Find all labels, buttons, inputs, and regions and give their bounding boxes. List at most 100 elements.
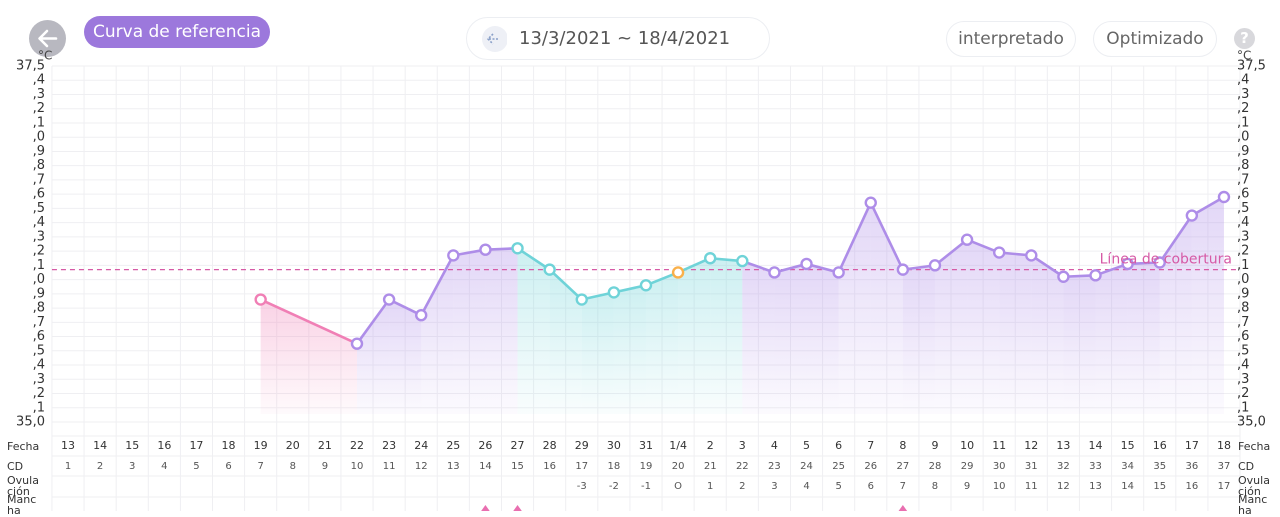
unit-label: °C <box>1237 49 1251 63</box>
area <box>1159 215 1192 414</box>
y-tick-label-right: ,4 <box>1237 358 1249 373</box>
data-point <box>1057 270 1070 283</box>
y-tick-label: ,3 <box>33 372 45 387</box>
ovulation-label: 11 <box>1025 481 1038 492</box>
date-label: 13 <box>61 439 75 452</box>
range-icon <box>482 26 507 52</box>
back-icon <box>38 29 58 48</box>
ovulation-label: 9 <box>964 481 970 492</box>
date-label: 2 <box>707 439 714 452</box>
date-label: 12 <box>1024 439 1038 452</box>
data-point <box>960 233 974 246</box>
date-label: 29 <box>575 439 589 452</box>
area <box>581 292 614 414</box>
y-tick-label: ,5 <box>33 201 45 216</box>
date-label: 8 <box>899 439 906 452</box>
date-label: 16 <box>157 439 171 452</box>
data-point <box>607 286 621 299</box>
area <box>421 255 454 414</box>
date-label: 27 <box>511 439 525 452</box>
area <box>710 258 743 414</box>
area <box>645 272 679 414</box>
area <box>967 239 1000 414</box>
data-point <box>864 196 877 209</box>
y-tick-label: ,8 <box>33 158 45 173</box>
y-tick-label-right: ,1 <box>1237 400 1249 415</box>
date-label: 24 <box>414 439 428 452</box>
cd-label: 11 <box>383 461 396 472</box>
y-tick-label: ,1 <box>33 258 45 273</box>
ovulation-label: 6 <box>868 481 874 492</box>
y-tick-label-right: ,4 <box>1237 73 1249 88</box>
area <box>485 248 518 414</box>
cd-label: 16 <box>543 461 556 472</box>
data-point <box>896 263 910 276</box>
y-tick-label-right: ,5 <box>1237 343 1249 358</box>
y-tick-label-right: ,2 <box>1237 101 1249 116</box>
cd-label: 2 <box>97 461 103 472</box>
line-segment <box>355 298 391 345</box>
y-tick-label-right: ,2 <box>1237 244 1249 259</box>
cd-label: 8 <box>290 461 296 472</box>
ovulation-label: 3 <box>771 481 777 492</box>
cd-label: 22 <box>736 461 749 472</box>
ovulation-label: 16 <box>1185 481 1198 492</box>
back-button[interactable] <box>29 20 66 57</box>
date-label: 21 <box>318 439 332 452</box>
ovulation-label: 17 <box>1218 481 1231 492</box>
area <box>613 285 646 414</box>
date-label: 18 <box>222 439 236 452</box>
area <box>549 269 582 414</box>
data-point <box>704 252 717 265</box>
cd-label: 1 <box>65 461 71 472</box>
y-tick-label-right: 37,5 <box>1237 59 1266 74</box>
spotting-mark <box>898 505 908 511</box>
date-range[interactable]: 13/3/2021 ~ 18/4/2021 <box>466 17 770 60</box>
interpreted-button[interactable]: interpretado <box>946 21 1076 57</box>
line-segment <box>869 201 905 271</box>
cd-label: 33 <box>1089 461 1102 472</box>
y-tick-label: ,2 <box>33 386 45 401</box>
data-point <box>1121 257 1134 271</box>
y-tick-label: ,6 <box>33 329 45 344</box>
line-segment <box>548 268 584 301</box>
data-point <box>832 266 845 279</box>
y-tick-label: ,9 <box>33 144 45 159</box>
area <box>774 263 807 414</box>
y-tick-label: ,1 <box>33 400 45 415</box>
ovulation-label: 2 <box>739 481 745 492</box>
y-tick-label: ,9 <box>33 286 45 301</box>
cd-label: 29 <box>961 461 974 472</box>
line-segment <box>516 246 551 271</box>
y-tick-label: ,3 <box>33 87 45 102</box>
y-tick-label-right: ,9 <box>1237 286 1249 301</box>
line-segment <box>933 238 969 267</box>
cd-label: 13 <box>447 461 460 472</box>
area <box>934 239 968 414</box>
ovulation-label: 15 <box>1153 481 1166 492</box>
title-pill[interactable]: Curva de referencia <box>84 16 271 48</box>
y-tick-label: ,0 <box>33 130 45 145</box>
cd-label: 4 <box>161 461 167 472</box>
help-button[interactable]: ? <box>1234 28 1255 49</box>
ovulation-label: 10 <box>993 481 1006 492</box>
cd-label: 12 <box>415 461 428 472</box>
ovulation-label: 14 <box>1121 481 1134 492</box>
cd-label: 15 <box>511 461 524 472</box>
y-tick-label-right: ,6 <box>1237 187 1249 202</box>
date-label: 5 <box>803 439 810 452</box>
date-label: 31 <box>639 439 653 452</box>
row-label: CD <box>7 459 24 473</box>
ovulation-label: 13 <box>1089 481 1102 492</box>
cd-label: 37 <box>1218 461 1231 472</box>
data-point <box>254 293 267 306</box>
cd-label: 36 <box>1185 461 1198 472</box>
spotting-mark <box>481 505 490 511</box>
line-segment <box>419 254 455 317</box>
optimized-button[interactable]: Optimizado <box>1093 21 1217 57</box>
y-tick-label: ,8 <box>33 301 45 316</box>
date-label: 9 <box>931 439 938 452</box>
y-tick-label-right: ,2 <box>1237 386 1249 401</box>
